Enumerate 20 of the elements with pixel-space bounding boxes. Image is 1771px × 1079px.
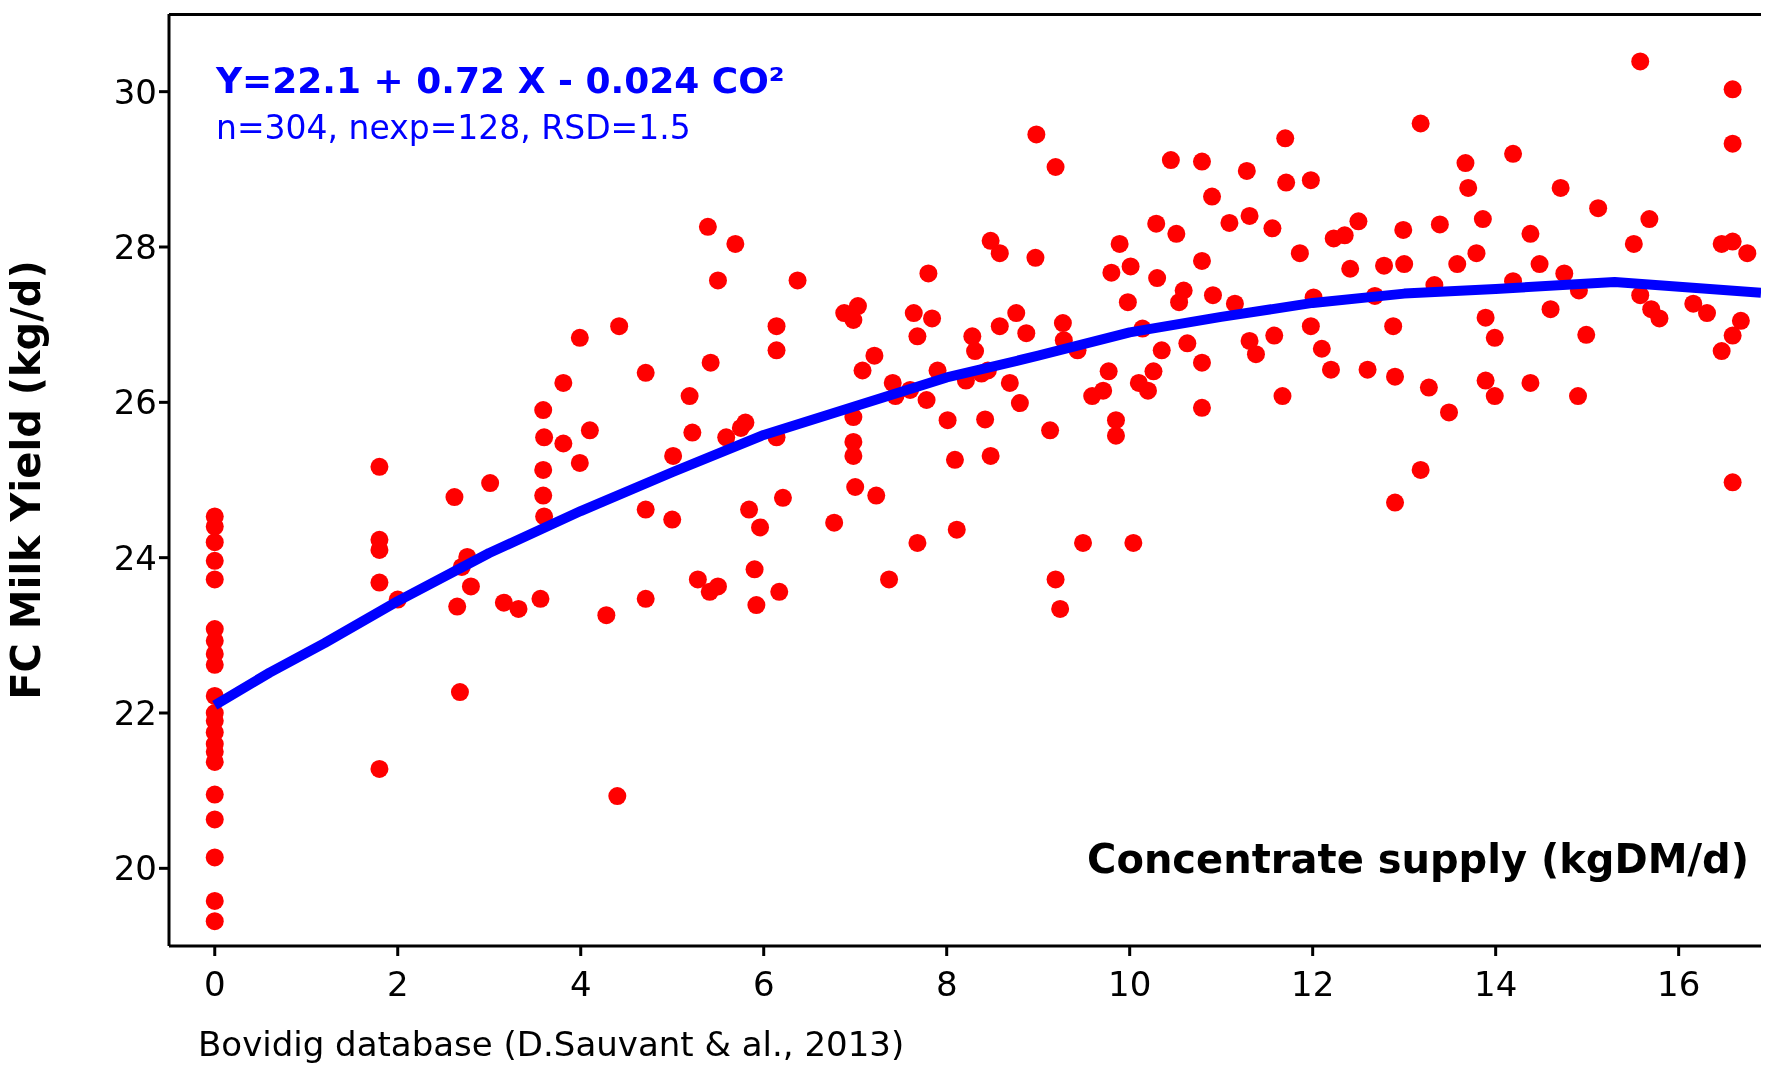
y-tick-label: 24 <box>113 537 157 578</box>
text: Bovidig database (D.Sauvant & al., 2013) <box>198 1024 905 1064</box>
text: Y=22.1 + 0.72 X - 0.024 CO² <box>216 60 785 101</box>
x-tick-label: 8 <box>935 964 958 1005</box>
text: n=304, nexp=128, RSD=1.5 <box>216 108 691 147</box>
x-tick-label: 14 <box>1474 964 1518 1005</box>
y-tick-label: 28 <box>113 227 157 268</box>
x-tick-label: 4 <box>569 964 592 1005</box>
x-tick-label: 16 <box>1657 964 1701 1005</box>
x-tick-label: 10 <box>1108 964 1152 1005</box>
x-tick-label: 0 <box>203 964 226 1005</box>
x-axis-title: Concentrate supply (kgDM/d) <box>1087 836 1749 882</box>
y-tick-label: 30 <box>113 71 157 112</box>
x-tick-label: 12 <box>1291 964 1335 1005</box>
y-tick-label: 20 <box>113 848 157 889</box>
y-tick-label: 22 <box>113 693 157 734</box>
x-tick-label: 2 <box>386 964 409 1005</box>
y-axis-title: FC Milk Yield (kg/d) <box>3 260 50 700</box>
y-tick-label: 26 <box>113 382 157 423</box>
x-tick-label: 6 <box>752 964 775 1005</box>
